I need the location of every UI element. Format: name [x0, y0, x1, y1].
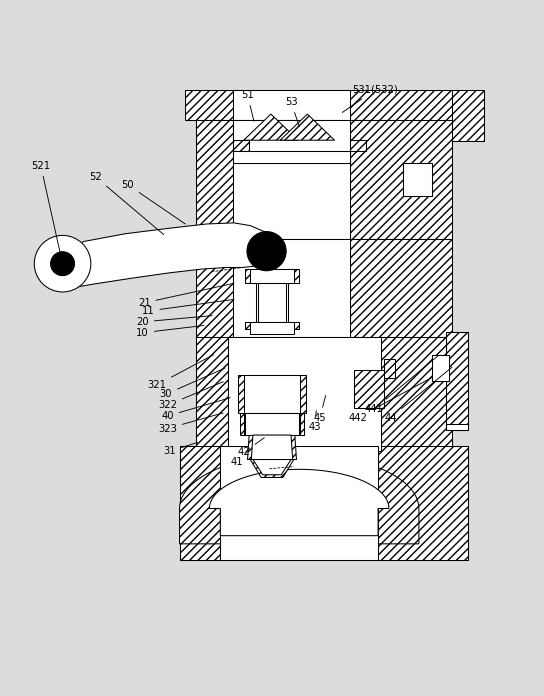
- Text: 53: 53: [285, 97, 299, 127]
- Bar: [245, 413, 299, 435]
- Bar: [350, 120, 452, 239]
- Text: 50: 50: [121, 180, 186, 224]
- Bar: [196, 120, 233, 140]
- Text: 40: 40: [162, 397, 230, 421]
- Polygon shape: [244, 114, 298, 140]
- Bar: [233, 120, 350, 239]
- Bar: [196, 239, 233, 337]
- Bar: [250, 322, 294, 334]
- Bar: [452, 90, 484, 141]
- Bar: [446, 424, 468, 429]
- Bar: [244, 375, 300, 413]
- Text: 10: 10: [136, 326, 204, 338]
- Bar: [245, 269, 299, 283]
- Bar: [196, 337, 452, 452]
- Text: 20: 20: [136, 315, 212, 327]
- Text: 43: 43: [308, 411, 320, 432]
- Polygon shape: [253, 459, 291, 475]
- Bar: [233, 151, 350, 163]
- Bar: [233, 151, 350, 163]
- Bar: [256, 283, 288, 322]
- Bar: [403, 163, 432, 196]
- Bar: [238, 375, 306, 413]
- Bar: [350, 239, 452, 337]
- Bar: [350, 140, 366, 151]
- Bar: [233, 90, 350, 120]
- Text: 41: 41: [230, 448, 250, 467]
- Polygon shape: [209, 469, 389, 536]
- Text: 30: 30: [160, 368, 225, 400]
- Text: 531(532): 531(532): [342, 85, 398, 113]
- Text: 322: 322: [158, 381, 223, 410]
- Bar: [381, 337, 452, 452]
- Bar: [354, 370, 384, 408]
- Polygon shape: [248, 435, 296, 459]
- Polygon shape: [180, 454, 419, 544]
- Text: 51: 51: [241, 90, 254, 121]
- Bar: [233, 239, 350, 337]
- Text: 442: 442: [349, 378, 432, 422]
- Bar: [350, 120, 396, 140]
- Bar: [446, 332, 468, 429]
- Bar: [403, 163, 432, 196]
- Polygon shape: [251, 435, 293, 459]
- Bar: [180, 446, 468, 560]
- Circle shape: [51, 252, 75, 276]
- Bar: [432, 354, 449, 381]
- Bar: [196, 337, 228, 452]
- Bar: [244, 413, 300, 435]
- Bar: [432, 354, 449, 381]
- Text: 45: 45: [313, 395, 326, 422]
- Text: 52: 52: [89, 172, 164, 235]
- Circle shape: [34, 235, 91, 292]
- Text: 11: 11: [141, 299, 234, 316]
- Polygon shape: [59, 223, 280, 288]
- Bar: [245, 322, 299, 329]
- Bar: [378, 446, 468, 560]
- Text: 44: 44: [385, 367, 452, 422]
- Text: 521: 521: [31, 161, 62, 261]
- Bar: [384, 359, 395, 378]
- Bar: [180, 446, 220, 560]
- Bar: [220, 446, 378, 560]
- Text: 323: 323: [158, 413, 223, 434]
- Circle shape: [247, 232, 286, 271]
- Polygon shape: [250, 459, 294, 477]
- Polygon shape: [280, 114, 335, 140]
- Text: 31: 31: [163, 443, 197, 457]
- Bar: [233, 120, 350, 140]
- Bar: [258, 283, 286, 322]
- Bar: [233, 120, 350, 140]
- Text: 321: 321: [147, 355, 213, 390]
- Bar: [233, 140, 249, 151]
- Bar: [185, 90, 452, 120]
- Text: 441: 441: [365, 356, 437, 414]
- Text: 42: 42: [237, 438, 264, 457]
- Text: 21: 21: [138, 283, 234, 308]
- Bar: [250, 269, 294, 283]
- Bar: [196, 120, 233, 239]
- Bar: [228, 337, 381, 452]
- Bar: [240, 413, 304, 435]
